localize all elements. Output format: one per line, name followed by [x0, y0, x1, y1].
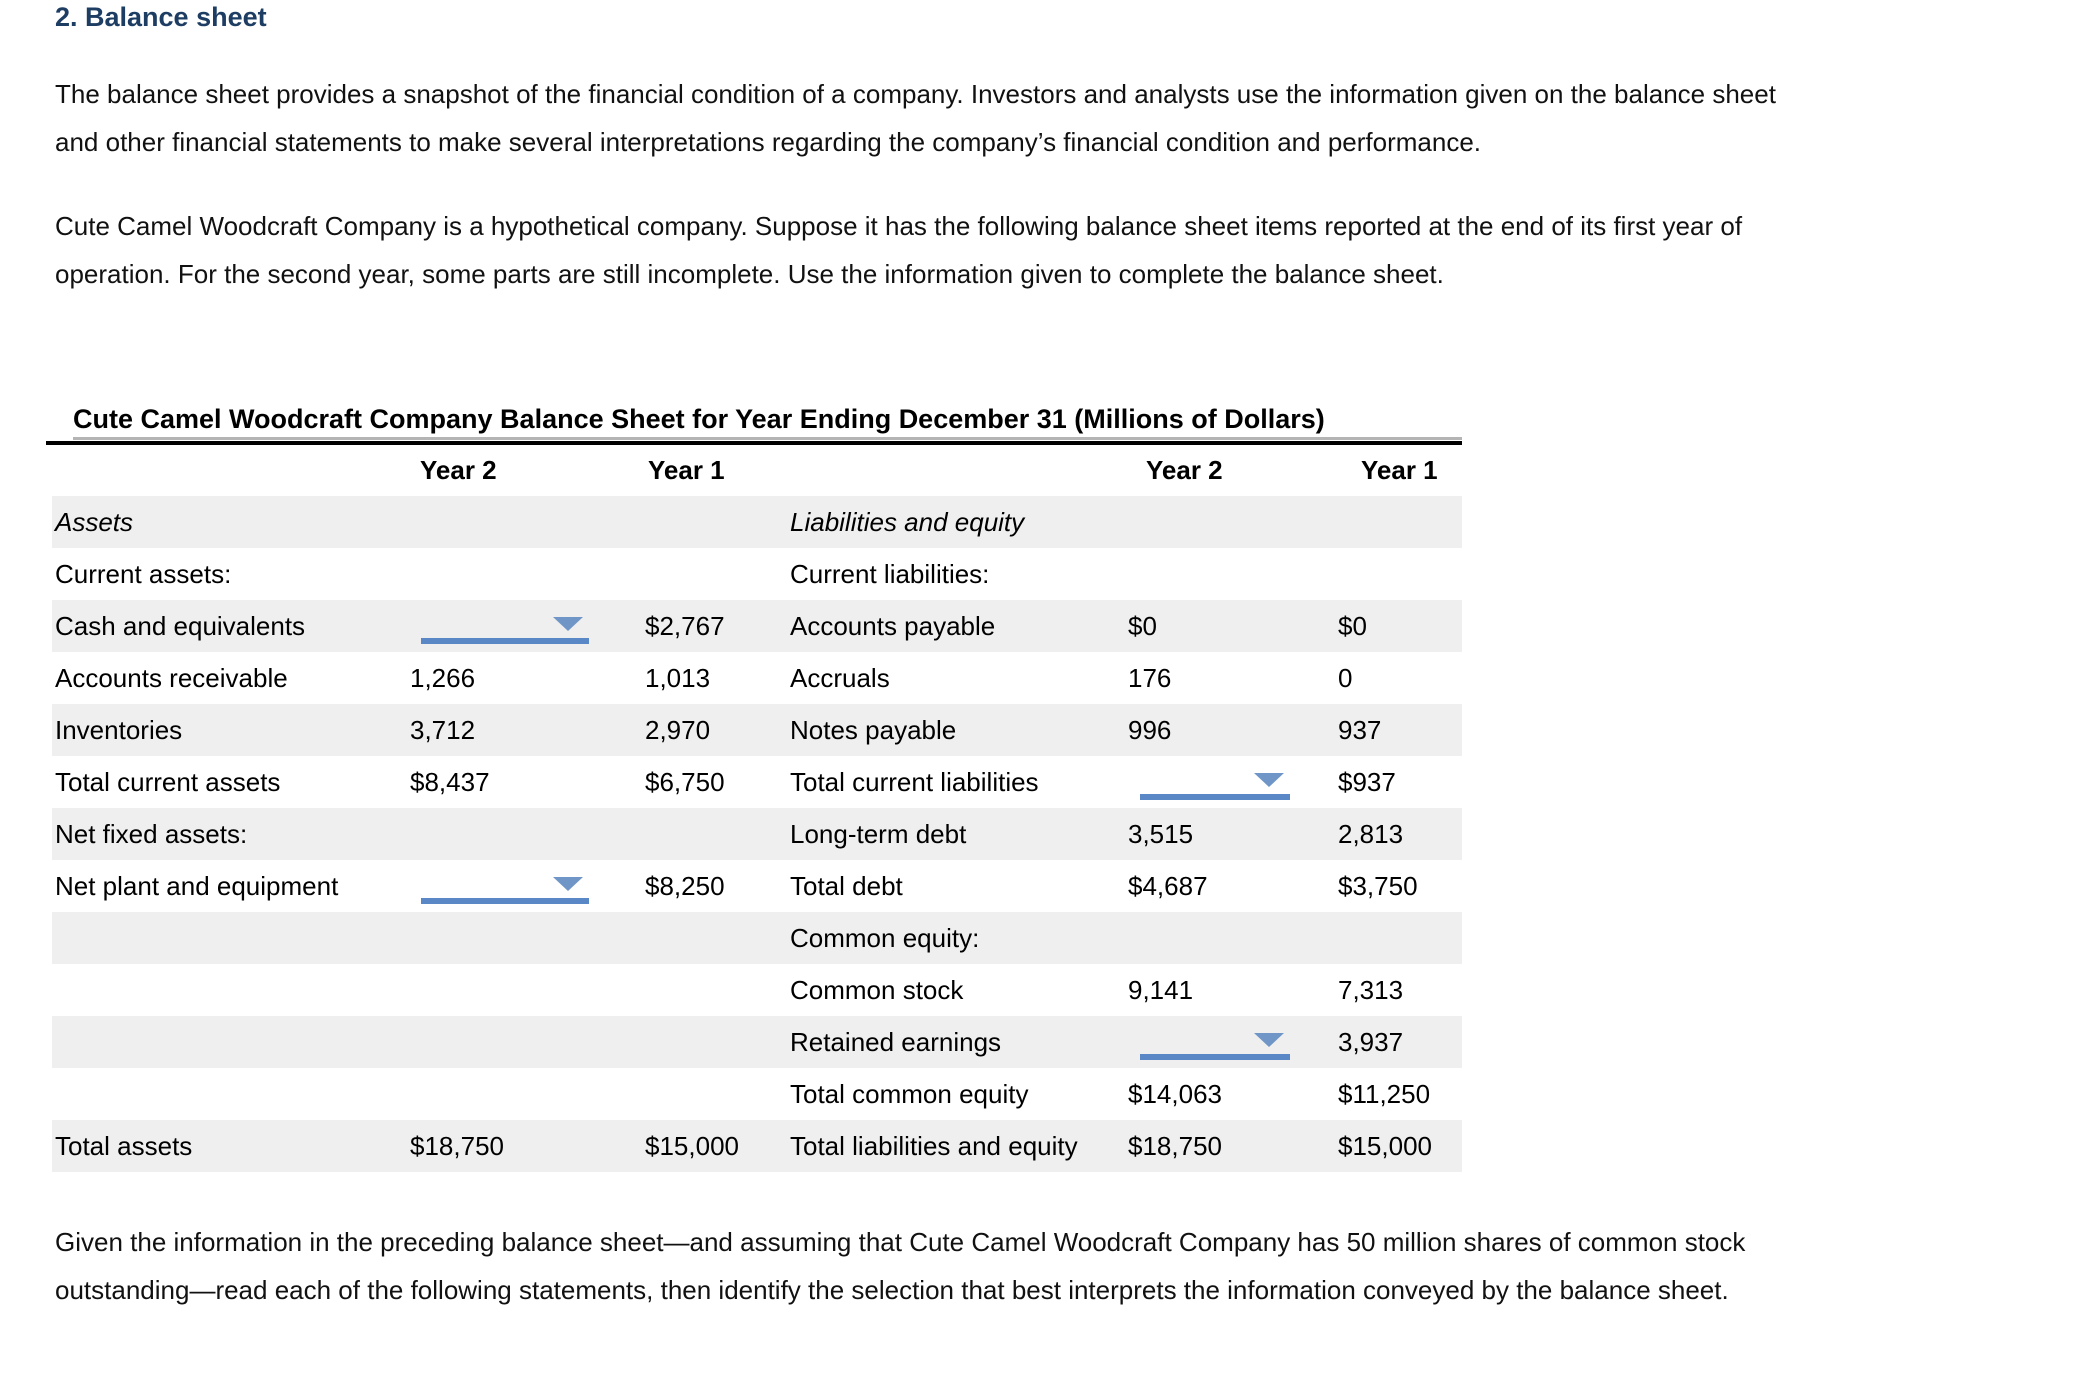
question-paragraph: Given the information in the preceding b…	[55, 1218, 1745, 1314]
inventories-year1-value: 2,970	[645, 715, 711, 745]
table-row: Retained earnings 3,937	[52, 1016, 1462, 1068]
cash-and-equivalents-year1-value: $2,767	[645, 611, 725, 641]
long-term-debt-year1-value: 2,813	[1338, 819, 1404, 849]
accounts-payable-year1-value: $0	[1338, 611, 1367, 641]
table-row: Current assets: Current liabilities:	[52, 548, 1462, 600]
total-current-liabilities-year2-cell	[1128, 756, 1290, 808]
accruals-year1-value: 0	[1338, 663, 1353, 693]
notes-payable-year1-value: 937	[1338, 715, 1382, 745]
inventories-year2-value: 3,712	[410, 715, 476, 745]
total-current-assets-year1-value: $6,750	[645, 767, 725, 797]
chevron-down-icon	[553, 877, 583, 891]
page-title: 2. Balance sheet	[55, 2, 267, 32]
total-debt-year2-value: $4,687	[1128, 871, 1208, 901]
table-title: Cute Camel Woodcraft Company Balance She…	[73, 404, 1325, 434]
label-accounts-receivable: Accounts receivable	[55, 663, 288, 693]
label-current-liabilities: Current liabilities:	[790, 559, 990, 589]
total-current-assets-year2-value: $8,437	[410, 767, 490, 797]
column-header-right-year1: Year 1	[1361, 455, 1438, 485]
total-liabilities-and-equity-year2-value: $18,750	[1128, 1131, 1222, 1161]
cash-and-equivalents-year2-dropdown[interactable]	[421, 609, 589, 644]
table-row: Net plant and equipment $8,250 Total debt $…	[52, 860, 1462, 912]
accounts-receivable-year1-value: 1,013	[645, 663, 711, 693]
intro-paragraph-line2: and other financial statements to make s…	[55, 127, 1482, 157]
table-row: Total assets $18,750 $15,000 Total liabilit…	[52, 1120, 1462, 1172]
label-accounts-payable: Accounts payable	[790, 611, 996, 641]
title-rule-gray	[73, 437, 1462, 440]
total-assets-year2-value: $18,750	[410, 1131, 504, 1161]
label-cash-and-equivalents: Cash and equivalents	[55, 611, 306, 641]
label-total-debt: Total debt	[790, 871, 903, 901]
retained-earnings-year1-value: 3,937	[1338, 1027, 1404, 1057]
scenario-paragraph-line2: operation. For the second year, some par…	[55, 259, 1444, 289]
label-net-fixed-assets: Net fixed assets:	[55, 819, 248, 849]
label-current-assets: Current assets:	[55, 559, 232, 589]
title-rule-black	[46, 441, 1462, 445]
label-total-current-liabilities: Total current liabilities	[790, 767, 1039, 797]
table-row: Total common equity $14,063 $11,250	[52, 1068, 1462, 1120]
column-header-right-year2: Year 2	[1146, 455, 1223, 485]
label-inventories: Inventories	[55, 715, 183, 745]
intro-paragraph: The balance sheet provides a snapshot of…	[55, 70, 1776, 166]
intro-paragraph-line1: The balance sheet provides a snapshot of…	[55, 79, 1776, 109]
net-plant-and-equipment-year2-cell	[410, 860, 589, 912]
total-debt-year1-value: $3,750	[1338, 871, 1418, 901]
chevron-down-icon	[1254, 1033, 1284, 1047]
common-stock-year1-value: 7,313	[1338, 975, 1404, 1005]
column-header-left-year2: Year 2	[420, 455, 497, 485]
table-row: Assets Liabilities and equity	[52, 496, 1462, 548]
chevron-down-icon	[553, 617, 583, 631]
question-paragraph-line2: outstanding—read each of the following s…	[55, 1275, 1729, 1305]
accounts-receivable-year2-value: 1,266	[410, 663, 476, 693]
net-plant-and-equipment-year2-dropdown[interactable]	[421, 869, 589, 904]
label-common-stock: Common stock	[790, 975, 964, 1005]
common-stock-year2-value: 9,141	[1128, 975, 1194, 1005]
label-liabilities-and-equity: Liabilities and equity	[790, 507, 1025, 537]
table-row: Total current assets $8,437 $6,750 Total cu…	[52, 756, 1462, 808]
long-term-debt-year2-value: 3,515	[1128, 819, 1194, 849]
total-common-equity-year2-value: $14,063	[1128, 1079, 1222, 1109]
label-net-plant-and-equipment: Net plant and equipment	[55, 871, 339, 901]
scenario-paragraph: Cute Camel Woodcraft Company is a hypoth…	[55, 202, 1742, 298]
retained-earnings-year2-dropdown[interactable]	[1140, 1025, 1290, 1060]
balance-sheet-table: Cute Camel Woodcraft Company Balance She…	[46, 400, 1462, 1176]
total-current-liabilities-year2-dropdown[interactable]	[1140, 765, 1290, 800]
label-retained-earnings: Retained earnings	[790, 1027, 1002, 1057]
retained-earnings-year2-cell	[1128, 1016, 1290, 1068]
total-current-liabilities-year1-value: $937	[1338, 767, 1396, 797]
table-row: Net fixed assets: Long-term debt 3,515 2,81…	[52, 808, 1462, 860]
column-header-left-year1: Year 1	[648, 455, 725, 485]
total-common-equity-year1-value: $11,250	[1338, 1079, 1431, 1109]
total-liabilities-and-equity-year1-value: $15,000	[1338, 1131, 1432, 1161]
scenario-paragraph-line1: Cute Camel Woodcraft Company is a hypoth…	[55, 211, 1743, 241]
notes-payable-year2-value: 996	[1128, 715, 1172, 745]
table-row: Cash and equivalents $2,767 Accounts payab…	[52, 600, 1462, 652]
label-common-equity: Common equity:	[790, 923, 980, 953]
question-paragraph-line1: Given the information in the preceding b…	[55, 1227, 1746, 1257]
chevron-down-icon	[1254, 773, 1284, 787]
net-plant-and-equipment-year1-value: $8,250	[645, 871, 725, 901]
label-accruals: Accruals	[790, 663, 890, 693]
table-row: Common equity:	[52, 912, 1462, 964]
cash-and-equivalents-year2-cell	[410, 600, 589, 652]
label-total-liabilities-and-equity: Total liabilities and equity	[790, 1131, 1078, 1161]
label-assets: Assets	[55, 507, 134, 537]
label-total-common-equity: Total common equity	[790, 1079, 1029, 1109]
table-row: Common stock 9,141 7,313	[52, 964, 1462, 1016]
label-notes-payable: Notes payable	[790, 715, 957, 745]
label-long-term-debt: Long-term debt	[790, 819, 967, 849]
accruals-year2-value: 176	[1128, 663, 1172, 693]
table-row: Accounts receivable 1,266 1,013 Accruals 176…	[52, 652, 1462, 704]
label-total-assets: Total assets	[55, 1131, 193, 1161]
label-total-current-assets: Total current assets	[55, 767, 281, 797]
total-assets-year1-value: $15,000	[645, 1131, 739, 1161]
accounts-payable-year2-value: $0	[1128, 611, 1157, 641]
table-row: Inventories 3,712 2,970 Notes payable 996 937	[52, 704, 1462, 756]
